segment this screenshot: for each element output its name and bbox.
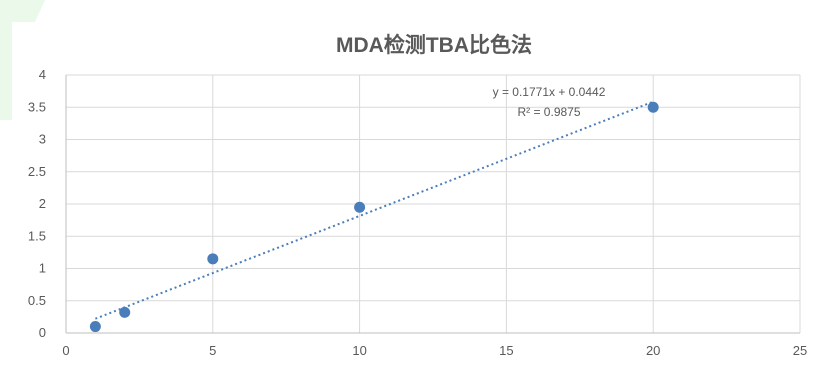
y-tick-label: 0: [39, 325, 46, 340]
data-point: [119, 306, 131, 318]
y-tick-label: 1.5: [28, 228, 46, 243]
trendline-equation: y = 0.1771x + 0.0442: [493, 85, 606, 99]
y-tick-label: 0.5: [28, 293, 46, 308]
x-tick-label: 20: [646, 343, 660, 358]
y-tick-label: 1: [39, 261, 46, 276]
axes: [65, 75, 800, 334]
y-tick-label: 2.5: [28, 164, 46, 179]
y-tick-label: 2: [39, 196, 46, 211]
chart-title: MDA检测TBA比色法: [336, 33, 532, 57]
trendline-group: [94, 100, 654, 320]
grid-lines: [66, 74, 801, 333]
x-tick-labels: 0 5 10 15 20 25: [62, 343, 807, 358]
trendline-r-squared: R² = 0.9875: [517, 105, 580, 119]
x-tick-label: 5: [209, 343, 216, 358]
y-tick-label: 4: [39, 67, 46, 82]
y-tick-label: 3.5: [28, 99, 46, 114]
data-points: [89, 101, 659, 333]
y-tick-labels: 0 0.5 1 1.5 2 2.5 3 3.5 4: [28, 67, 46, 340]
x-tick-label: 10: [352, 343, 366, 358]
y-tick-label: 3: [39, 132, 46, 147]
data-point: [89, 321, 101, 333]
data-point: [647, 101, 659, 113]
data-point: [207, 253, 219, 265]
x-tick-label: 0: [62, 343, 69, 358]
x-tick-label: 25: [793, 343, 807, 358]
watermark-shape: [0, 0, 12, 120]
data-point: [354, 201, 366, 213]
x-tick-label: 15: [499, 343, 513, 358]
trendline: [94, 100, 654, 320]
